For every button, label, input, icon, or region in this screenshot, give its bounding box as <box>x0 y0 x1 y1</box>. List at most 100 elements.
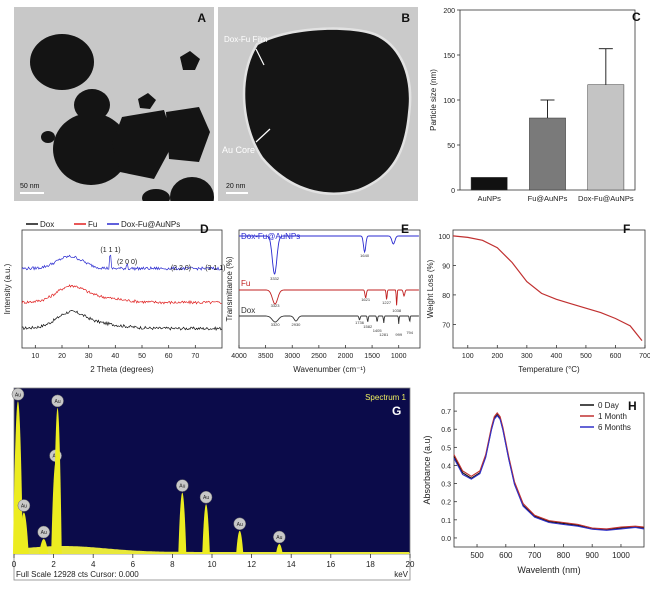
xrd-line-1 <box>21 284 222 305</box>
peak-marker <box>273 530 286 544</box>
y-tick-label: 70 <box>442 322 450 329</box>
xrd-line-0 <box>21 310 222 331</box>
particle-size-chart: 0 50 100 150 200 AuNPs Fu@AuNPs Dox-Fu@AuNPs Par… <box>429 8 636 203</box>
uv-line-2 <box>453 414 645 531</box>
series-label: Fu <box>241 279 250 288</box>
x-tick-label: Fu@AuNPs <box>528 194 568 203</box>
x-tick-label: 4000 <box>231 353 247 360</box>
y-tick-label: 80 <box>442 293 450 300</box>
peak-label: Au <box>15 392 21 398</box>
x-tick-label: 4 <box>91 560 96 569</box>
x-tick-label: 2 <box>51 560 56 569</box>
peak-annotation: 1736 <box>355 320 365 325</box>
panel-h: 500 600 700 800 900 1000 0.0 0.1 0.2 0.3 0.4 0.5 0.6… <box>420 385 650 586</box>
x-tick-label: 200 <box>491 353 503 360</box>
peak-annotation: 1640 <box>360 253 370 258</box>
x-tick-label: 18 <box>366 560 375 569</box>
peak-annotation: 999 <box>395 332 402 337</box>
panel-c: 0 50 100 150 200 AuNPs Fu@AuNPs Dox-Fu@AuNPs Par… <box>420 0 650 210</box>
scale-bar-label-a: 50 nm <box>20 183 40 190</box>
tem-image-b: B Dox-Fu Film Au Core 20 nm <box>218 7 418 201</box>
x-tick-label: 50 <box>138 353 146 360</box>
x-tick-label: 700 <box>528 551 542 560</box>
x-tick-label: 70 <box>191 353 199 360</box>
x-axis-label: keV <box>394 570 408 579</box>
y-tick-label: 100 <box>438 234 450 241</box>
tga-line <box>452 235 643 341</box>
peak-annotation: 1281 <box>379 332 389 337</box>
x-tick-label: 10 <box>31 353 39 360</box>
x-tick-label: 400 <box>551 353 563 360</box>
x-tick-label: 3500 <box>258 353 274 360</box>
x-tick-label: 14 <box>287 560 296 569</box>
panel-label-b: B <box>401 11 410 25</box>
y-tick-label: 90 <box>442 263 450 270</box>
legend-label: Dox <box>40 220 54 229</box>
footer-text: Full Scale 12928 cts Cursor: 0.000 <box>16 570 139 579</box>
panel-d: 10 20 30 40 50 60 70 Dox Fu Dox-Fu@AuNPs (1 1 1) (2… <box>0 212 230 382</box>
y-tick-label: 0.4 <box>441 463 451 470</box>
x-tick-label: 900 <box>586 551 600 560</box>
peak-marker <box>199 490 213 504</box>
peak-marker <box>233 517 246 531</box>
eds-chart: 02468101214161820AuAuAuAuAuAuAuAuAuSpect… <box>11 387 415 581</box>
panel-label-a: A <box>197 11 206 25</box>
x-tick-label: AuNPs <box>477 194 501 203</box>
peak-annotation: 794 <box>406 330 413 335</box>
legend-label: 6 Months <box>598 423 631 432</box>
x-tick-label: 0 <box>12 560 17 569</box>
peak-label: Au <box>21 504 27 510</box>
x-axis-label: Wavelenth (nm) <box>517 565 580 575</box>
x-tick-label: 1000 <box>612 551 630 560</box>
xrd-line-2 <box>21 254 223 271</box>
x-tick-label: 20 <box>58 353 66 360</box>
x-tick-label: 600 <box>610 353 622 360</box>
legend-label: Dox-Fu@AuNPs <box>121 220 180 229</box>
y-tick-label: 0 <box>451 188 455 195</box>
y-axis-label: Transmittance (%) <box>225 256 234 321</box>
x-tick-label: 600 <box>499 551 513 560</box>
x-tick-label: 16 <box>326 560 335 569</box>
x-tick-label: 800 <box>557 551 571 560</box>
y-tick-label: 0.2 <box>441 500 451 507</box>
tga-chart: 100 200 300 400 500 600 700 70 80 90 100 Temperatur… <box>426 229 650 374</box>
peak-label: (2 0 0) <box>117 259 137 266</box>
x-tick-label: 8 <box>170 560 175 569</box>
uv-line-1 <box>453 412 645 530</box>
y-tick-label: 0.6 <box>441 427 451 434</box>
panel-label-c: C <box>632 10 641 24</box>
x-tick-label: Dox-Fu@AuNPs <box>578 194 634 203</box>
eds-peak <box>236 530 244 554</box>
y-tick-label: 0.0 <box>441 536 451 543</box>
ftir-line-1 <box>239 289 419 306</box>
plot-frame <box>452 229 646 349</box>
peak-label: Au <box>276 535 282 541</box>
panel-label-e: E <box>401 222 410 236</box>
plot-frame <box>21 229 223 349</box>
x-tick-label: 2000 <box>338 353 354 360</box>
eds-peak <box>39 539 49 554</box>
panel-g: 02468101214161820AuAuAuAuAuAuAuAuAuSpect… <box>0 380 420 586</box>
peak-marker <box>176 479 189 492</box>
series-label: Dox <box>241 306 255 315</box>
y-tick-label: 100 <box>443 98 455 105</box>
x-tick-label: 60 <box>165 353 173 360</box>
peak-label: (1 1 1) <box>100 247 120 254</box>
x-tick-label: 12 <box>247 560 256 569</box>
core-label-b: Au Core <box>222 145 256 155</box>
x-tick-label: 20 <box>406 560 415 569</box>
eds-peak <box>53 407 62 554</box>
eds-peak <box>19 512 29 554</box>
continuum <box>14 546 410 554</box>
scale-bar-label-b: 20 nm <box>226 183 246 190</box>
panel-f: 100 200 300 400 500 600 700 70 80 90 100 Temperatur… <box>425 212 650 382</box>
legend-label: Fu <box>88 220 97 229</box>
peak-annotation: 1038 <box>392 308 402 313</box>
x-tick-label: 300 <box>521 353 533 360</box>
bar <box>529 117 566 191</box>
panel-label-d: D <box>200 222 209 236</box>
y-tick-label: 150 <box>443 53 455 60</box>
peak-annotation: 3332 <box>270 276 280 281</box>
peak-marker <box>51 394 64 408</box>
x-tick-label: 6 <box>131 560 136 569</box>
